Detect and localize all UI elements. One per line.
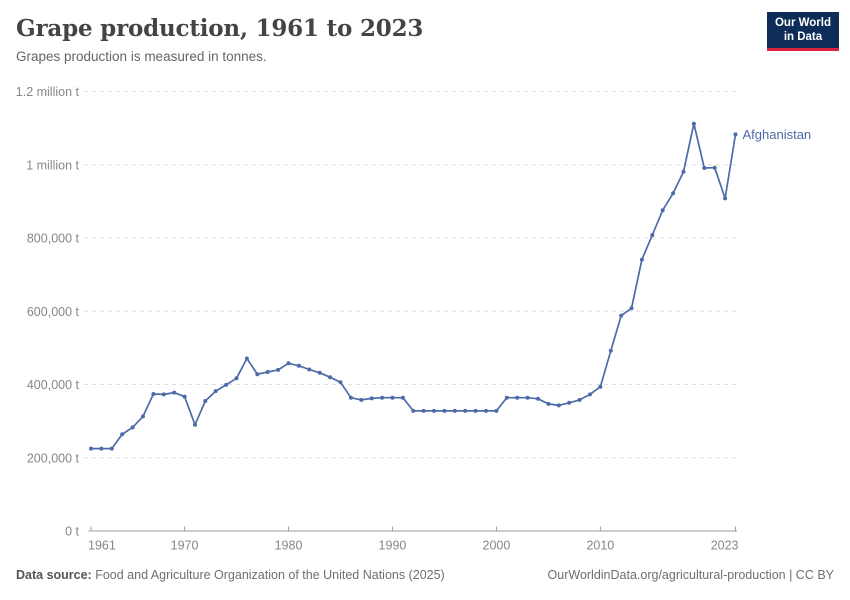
data-point[interactable] — [411, 408, 416, 413]
data-point[interactable] — [681, 169, 686, 174]
data-point[interactable] — [723, 196, 728, 201]
data-point[interactable] — [556, 403, 561, 408]
data-point[interactable] — [733, 132, 738, 137]
chart-footer: Data source: Food and Agriculture Organi… — [16, 568, 834, 582]
data-source: Data source: Food and Agriculture Organi… — [16, 568, 445, 582]
data-point[interactable] — [390, 395, 395, 400]
data-point[interactable] — [99, 446, 104, 451]
x-tick-label: 1980 — [275, 539, 303, 553]
data-point[interactable] — [400, 395, 405, 400]
credit-link[interactable]: OurWorldinData.org/agricultural-producti… — [547, 568, 834, 582]
data-point[interactable] — [265, 370, 270, 374]
data-point[interactable] — [182, 394, 187, 399]
data-point[interactable] — [536, 396, 540, 401]
data-point[interactable] — [380, 395, 385, 400]
data-point[interactable] — [639, 257, 644, 262]
y-tick-label: 1.2 million t — [16, 85, 80, 99]
data-point[interactable] — [338, 380, 343, 385]
y-tick-label: 400,000 t — [27, 378, 80, 392]
page-title: Grape production, 1961 to 2023 — [16, 15, 424, 42]
data-point[interactable] — [193, 422, 197, 427]
x-tick-label: 1970 — [171, 539, 199, 553]
data-source-text: Food and Agriculture Organization of the… — [91, 568, 445, 582]
data-point[interactable] — [130, 425, 135, 430]
data-point[interactable] — [515, 395, 520, 400]
data-point[interactable] — [546, 401, 551, 406]
data-point[interactable] — [120, 432, 125, 437]
data-point[interactable] — [473, 408, 478, 413]
data-point[interactable] — [141, 414, 145, 419]
data-point[interactable] — [567, 400, 572, 405]
owid-logo[interactable]: Our World in Data — [766, 12, 839, 51]
data-point[interactable] — [525, 395, 530, 400]
x-tick-label: 2000 — [483, 539, 511, 553]
data-point[interactable] — [109, 446, 114, 451]
data-source-label: Data source: — [16, 568, 92, 582]
x-tick-label: 1961 — [88, 539, 116, 553]
y-tick-label: 600,000 t — [27, 305, 80, 319]
data-point[interactable] — [660, 208, 665, 213]
data-point[interactable] — [359, 397, 364, 402]
owid-logo-line1: Our World — [774, 17, 831, 29]
data-point[interactable] — [317, 370, 322, 375]
data-point[interactable] — [650, 233, 655, 238]
data-point[interactable] — [598, 384, 603, 389]
data-point[interactable] — [577, 397, 582, 402]
data-point[interactable] — [671, 191, 676, 196]
owid-logo-line2: in Data — [783, 30, 823, 43]
data-point[interactable] — [161, 392, 166, 397]
data-point[interactable] — [702, 166, 707, 170]
data-point[interactable] — [712, 165, 717, 170]
data-point[interactable] — [296, 363, 301, 368]
y-tick-label: 200,000 t — [27, 451, 80, 465]
x-tick-label: 2010 — [586, 539, 614, 553]
data-point[interactable] — [203, 399, 208, 403]
data-point[interactable] — [691, 121, 696, 126]
data-point[interactable] — [432, 408, 436, 413]
data-point[interactable] — [452, 408, 457, 413]
y-tick-label: 1 million t — [26, 158, 79, 172]
data-point[interactable] — [494, 408, 499, 413]
data-point[interactable] — [588, 392, 592, 397]
series-label[interactable]: Afghanistan — [743, 127, 812, 142]
data-point[interactable] — [307, 367, 312, 372]
data-point[interactable] — [89, 446, 93, 451]
data-point[interactable] — [463, 408, 468, 413]
series-line[interactable] — [90, 122, 737, 450]
x-tick-label: 2023 — [711, 539, 739, 553]
data-point[interactable] — [244, 356, 249, 361]
data-point[interactable] — [213, 389, 218, 394]
data-point[interactable] — [348, 395, 353, 400]
data-point[interactable] — [369, 396, 374, 401]
chart-subtitle: Grapes production is measured in tonnes. — [16, 49, 267, 64]
y-tick-label: 800,000 t — [27, 232, 80, 246]
data-point[interactable] — [504, 395, 509, 400]
data-point[interactable] — [608, 348, 613, 353]
data-point[interactable] — [255, 372, 260, 377]
data-point[interactable] — [286, 361, 291, 366]
data-point[interactable] — [328, 375, 333, 380]
data-point[interactable] — [629, 306, 634, 311]
x-tick-label: 1990 — [379, 539, 407, 553]
data-point[interactable] — [421, 408, 426, 413]
data-point[interactable] — [442, 408, 447, 413]
data-point[interactable] — [484, 408, 488, 413]
data-point[interactable] — [224, 382, 229, 387]
data-point[interactable] — [276, 367, 281, 372]
data-point[interactable] — [234, 376, 239, 381]
y-tick-label: 0 t — [65, 525, 79, 539]
data-point[interactable] — [151, 392, 156, 396]
chart-header: Grape production, 1961 to 2023 Grapes pr… — [16, 15, 423, 64]
data-point[interactable] — [619, 313, 624, 318]
data-point[interactable] — [172, 390, 177, 395]
